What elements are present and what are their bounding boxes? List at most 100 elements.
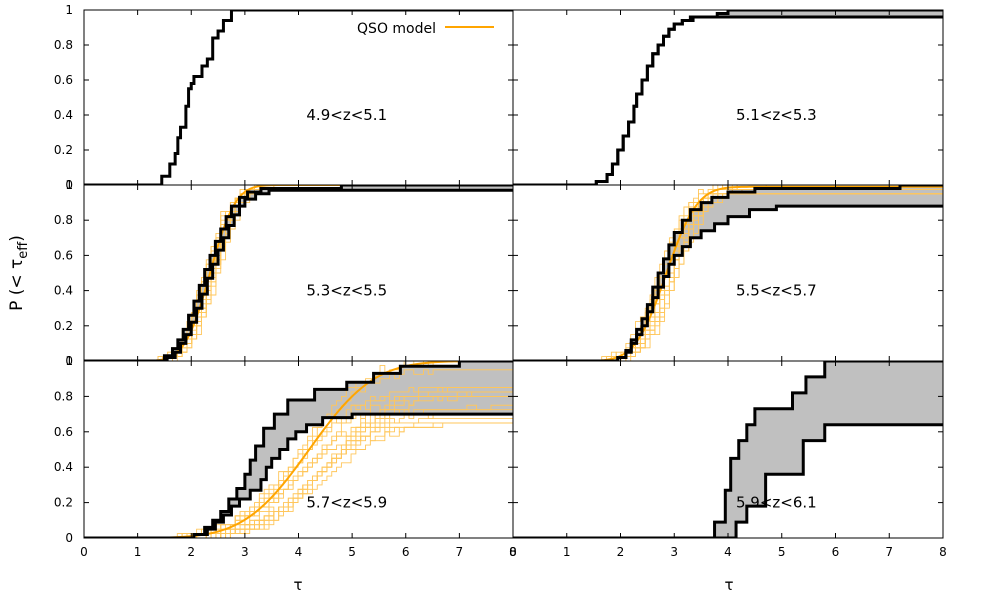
- model-realization: [84, 422, 513, 538]
- x-tick-label: 4: [295, 545, 303, 559]
- model-mean-curve: [84, 185, 513, 361]
- model-realization: [84, 188, 513, 361]
- panel-frame: [512, 9, 944, 186]
- y-axis-title-close: ): [7, 235, 27, 242]
- x-tick-label: 5: [778, 545, 786, 559]
- observed-lower-curve: [84, 188, 513, 361]
- observed-upper-curve: [513, 10, 943, 185]
- model-realization: [84, 188, 513, 361]
- x-tick-label: 5: [348, 545, 356, 559]
- x-tick-label: 3: [670, 545, 678, 559]
- x-tick-label: 7: [456, 545, 464, 559]
- model-realization: [84, 188, 513, 361]
- y-tick-label: 0: [65, 531, 73, 545]
- x-axis-title-right: τ: [724, 576, 733, 594]
- model-realization: [84, 422, 513, 538]
- observed-upper-curve: [513, 185, 943, 361]
- y-axis-title-main: P (< τ: [7, 259, 27, 311]
- uncertainty-band: [84, 361, 513, 538]
- y-tick-label: 0.4: [54, 460, 73, 474]
- observed-upper-curve: [84, 185, 513, 361]
- x-tick-label: 1: [134, 545, 142, 559]
- panel-redshift-label: 4.9<z<5.1: [306, 106, 387, 124]
- x-tick-label: 0: [509, 545, 517, 559]
- panel-plot-area: [84, 10, 513, 185]
- x-tick-label: 6: [832, 545, 840, 559]
- model-realization: [84, 188, 513, 361]
- model-realization: [84, 188, 513, 361]
- uncertainty-band: [513, 361, 943, 538]
- model-realization: [84, 188, 513, 361]
- x-tick-label: 8: [939, 545, 947, 559]
- panel-plot-area: [513, 361, 943, 538]
- panel-plot-area: [513, 10, 943, 185]
- model-realization: [84, 188, 513, 361]
- y-tick-label: 0.8: [54, 213, 73, 227]
- y-tick-label: 0.4: [54, 108, 73, 122]
- y-tick-label: 0.6: [54, 73, 73, 87]
- y-tick-label: 0.6: [54, 248, 73, 262]
- model-realization: [84, 188, 513, 361]
- legend-label: QSO model: [357, 21, 436, 37]
- model-realization: [84, 418, 513, 538]
- panel-5: 5.7<z<5.9: [83, 360, 514, 539]
- observed-lower-curve: [513, 15, 943, 185]
- observed-lower-curve: [84, 10, 513, 185]
- panel-3: 5.3<z<5.5: [83, 184, 514, 362]
- x-tick-label: 0: [80, 545, 88, 559]
- y-tick-label: 0.8: [54, 38, 73, 52]
- observed-lower-curve: [84, 412, 513, 538]
- y-tick-label: 0: [65, 354, 73, 368]
- y-tick-label: 0.2: [54, 496, 73, 510]
- uncertainty-band: [513, 185, 943, 361]
- uncertainty-band: [513, 10, 943, 185]
- y-tick-label: 0.8: [54, 389, 73, 403]
- x-tick-label: 1: [563, 545, 571, 559]
- panel-6: 5.9<z<6.1: [512, 360, 944, 539]
- panel-plot-area: [84, 361, 513, 538]
- model-realization: [84, 188, 513, 361]
- x-tick-label: 8: [509, 545, 517, 559]
- model-realization: [84, 188, 513, 361]
- x-tick-label: 4: [724, 545, 732, 559]
- y-tick-label: 1: [65, 354, 73, 368]
- x-tick-label: 6: [402, 545, 410, 559]
- y-tick-label: 0: [65, 178, 73, 192]
- observed-upper-curve: [84, 361, 513, 538]
- model-realization: [84, 185, 513, 361]
- model-realization: [84, 188, 513, 361]
- observed-lower-curve: [513, 423, 943, 538]
- panel-4: 5.5<z<5.7: [512, 184, 944, 362]
- axes-layer: 00.20.40.60.8100.20.40.60.8100.20.40.60.…: [54, 3, 947, 559]
- y-axis-title: P (< τeff): [7, 235, 31, 311]
- panel-frame: [83, 184, 514, 362]
- y-tick-label: 0.6: [54, 425, 73, 439]
- uncertainty-band: [84, 185, 513, 361]
- plot-layer: 4.9<z<5.1 5.1<z<5.3 5.3<z<5.5 5.5<z<5.7 5.7<…: [83, 9, 944, 539]
- x-axis-title-left: τ: [293, 576, 302, 594]
- model-realization: [84, 185, 513, 361]
- panel-1: 4.9<z<5.1: [83, 9, 514, 186]
- y-tick-label: 0.2: [54, 319, 73, 333]
- x-tick-label: 2: [617, 545, 625, 559]
- x-tick-label: 7: [885, 545, 893, 559]
- model-realization: [84, 188, 513, 361]
- legend: QSO model: [357, 21, 494, 37]
- panel-frame: [83, 9, 514, 186]
- y-tick-label: 0.4: [54, 284, 73, 298]
- y-tick-label: 1: [65, 3, 73, 17]
- panel-redshift-label: 5.5<z<5.7: [736, 282, 817, 300]
- observed-upper-curve: [513, 361, 943, 538]
- panel-redshift-label: 5.9<z<6.1: [736, 494, 817, 512]
- panel-redshift-label: 5.1<z<5.3: [736, 106, 817, 124]
- y-tick-label: 0.2: [54, 143, 73, 157]
- panel-redshift-label: 5.7<z<5.9: [306, 494, 387, 512]
- model-realization: [84, 185, 513, 361]
- x-tick-label: 2: [187, 545, 195, 559]
- model-realization: [84, 422, 513, 538]
- model-realization: [84, 188, 513, 361]
- x-tick-label: 3: [241, 545, 249, 559]
- y-tick-label: 1: [65, 178, 73, 192]
- y-axis-title-sub: eff: [16, 241, 31, 259]
